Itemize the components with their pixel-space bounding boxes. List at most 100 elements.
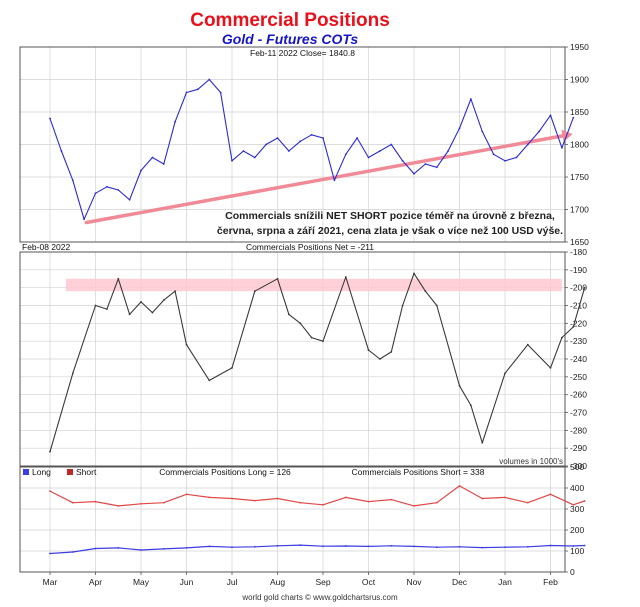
footer-credit: world gold charts © www.goldchartsrus.co… [241, 593, 398, 602]
short-positions-line-point [413, 505, 415, 507]
gold-price-line-point [526, 143, 529, 146]
net-panel-date: Feb-08 2022 [22, 242, 70, 252]
net-positions-line-point [549, 367, 552, 369]
short-positions-line-point [458, 485, 461, 487]
gold-price-line-point [185, 91, 188, 94]
net-y-tick-label: -270 [570, 408, 587, 418]
gold-price-line-point [424, 163, 427, 165]
short-positions-line-point [390, 498, 393, 501]
gold-price-line-point [458, 127, 461, 130]
net-y-tick-label: -240 [570, 354, 587, 364]
long-title: Commercials Positions Long = 126 [159, 467, 291, 477]
month-axis: Mar Apr May Jun Jul Aug Sep Oct Nov Dec Jan Feb [43, 572, 558, 587]
net-positions-line-point [253, 290, 256, 293]
net-positions-line-point [299, 322, 302, 325]
net-y-tick-label: -190 [570, 265, 587, 275]
short-positions-line-point [117, 505, 120, 507]
gold-price-line-point [470, 98, 472, 100]
gold-price-line-point [197, 88, 199, 91]
gold-price-line-point [538, 130, 540, 133]
trend-arrow-head [561, 129, 573, 142]
net-positions-line-point [231, 367, 233, 369]
short-positions-line-point [94, 500, 97, 503]
ls-y-tick-label: 0 [570, 567, 575, 577]
gold-price-line-point [504, 159, 506, 162]
long-positions-line-point [549, 544, 552, 547]
gold-price-line-point [71, 179, 74, 182]
long-positions-line-point [162, 548, 165, 550]
ls-y-tick-label: 400 [570, 483, 584, 493]
gold-price-line-point [310, 133, 313, 136]
net-y-tick-label: -250 [570, 372, 587, 382]
ls-frame [19, 466, 566, 573]
long-positions-line-point [253, 545, 256, 548]
long-positions-line-point [504, 546, 506, 549]
long-positions-line-point [390, 544, 393, 547]
gold-y-tick-label: 1750 [570, 172, 589, 182]
units-note: volumes in 1000's [499, 457, 563, 466]
short-positions-line-point [208, 496, 211, 499]
gold-frame [19, 46, 566, 243]
x-tick-label: May [133, 577, 150, 587]
x-tick-label: Mar [43, 577, 58, 587]
gold-panel-header: Feb-11 2022 Close= 1840.8 [250, 48, 355, 58]
net-y-tick-label: -230 [570, 336, 587, 346]
chart-title: Commercial Positions [190, 10, 390, 31]
gold-price-line-point [174, 120, 177, 123]
x-tick-label: Sep [315, 577, 330, 587]
gold-price-line-point [401, 159, 404, 162]
net-positions-line-point [481, 441, 484, 444]
resistance-band [65, 278, 562, 292]
net-y-tick-label: -210 [570, 301, 587, 311]
short-positions-line-point [367, 500, 370, 503]
net-positions-line-point [379, 358, 381, 360]
net-positions-panel: -180 -190 -200 -210 -220 -230 -240 -250 -260 -270… [19, 242, 587, 471]
net-positions-line-point [71, 372, 74, 375]
gold-price-line-point [333, 179, 336, 182]
long-positions-line-point [367, 545, 370, 548]
short-positions-line-point [162, 501, 165, 504]
net-positions-line-point [288, 313, 290, 316]
x-tick-label: Jan [498, 577, 512, 587]
gold-price-line-point [94, 192, 97, 195]
chart-subtitle: Gold - Futures COTs [222, 31, 359, 47]
gold-price-line-point [140, 169, 142, 172]
gold-price-panel: 1650 1700 1750 1800 1850 1900 1950 Feb-11 2022 … [19, 42, 589, 247]
gold-price-line-point [83, 218, 85, 221]
short-positions-line-point [71, 501, 74, 504]
short-title: Commercials Positions Short = 338 [352, 467, 485, 477]
long-positions-line-point [458, 545, 461, 548]
long-positions-line-point [299, 544, 302, 546]
net-y-tick-label: -200 [570, 283, 587, 293]
gold-price-line-point [379, 150, 381, 152]
net-positions-line-point [49, 450, 51, 453]
x-tick-label: Aug [270, 577, 285, 587]
long-positions-line-point [94, 547, 97, 550]
net-y-tick-label: -290 [570, 443, 587, 453]
short-positions-line-point [526, 501, 529, 504]
net-positions-line-point [128, 313, 131, 316]
short-positions-line-point [583, 500, 586, 502]
net-positions-line-point [310, 336, 313, 339]
short-positions-line-point [49, 490, 51, 492]
net-frame [19, 251, 566, 467]
net-positions-line-point [572, 326, 575, 328]
gold-y-tick-label: 1850 [570, 107, 589, 117]
gold-price-line-point [561, 146, 563, 149]
legend-short-swatch [67, 469, 73, 475]
ls-y-tick-label: 500 [570, 462, 584, 472]
ls-y-tick-label: 200 [570, 525, 584, 535]
legend-long-label: Long [32, 467, 51, 477]
net-y-tick-label: -280 [570, 425, 587, 435]
gold-y-tick-label: 1800 [570, 140, 589, 150]
long-positions-line-point [435, 546, 438, 549]
gold-price-line-point [447, 150, 449, 152]
long-positions-line-point [276, 544, 279, 547]
short-positions-line-point [276, 497, 279, 500]
short-positions-line-point [140, 502, 142, 505]
gold-y-tick-label: 1650 [570, 237, 589, 247]
gold-price-line-point [390, 143, 393, 146]
net-positions-line-point [140, 301, 142, 303]
gold-price-line-point [549, 114, 552, 117]
legend-long-swatch [23, 469, 29, 475]
